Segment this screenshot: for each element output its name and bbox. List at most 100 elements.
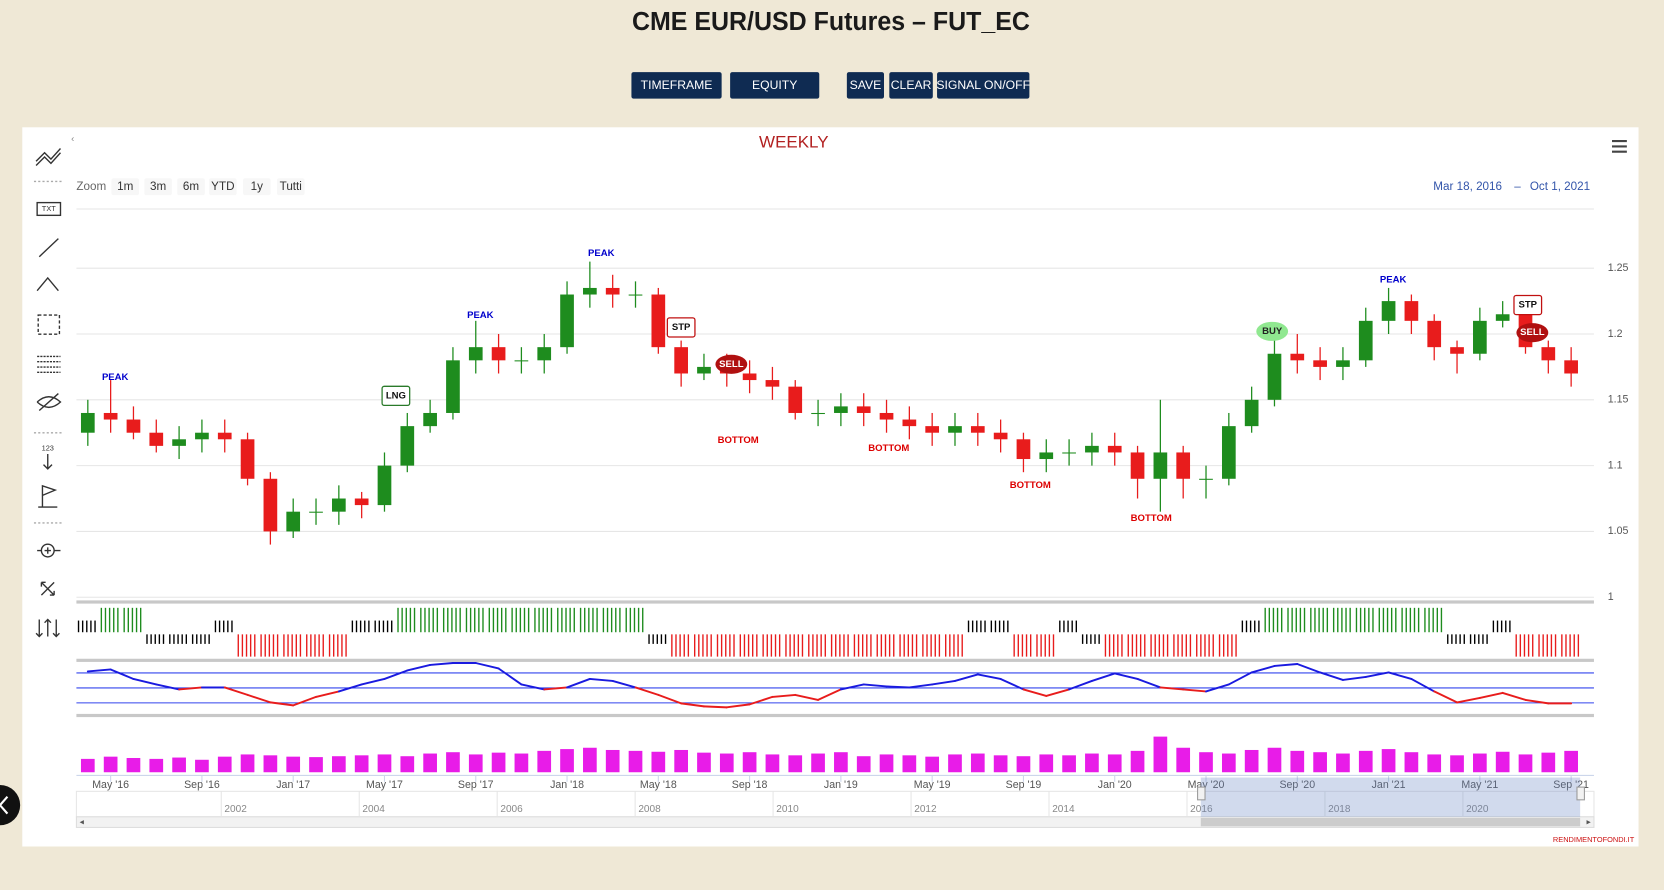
- candle-body: [1130, 452, 1145, 479]
- zoom-button[interactable]: [209, 178, 237, 196]
- annotation-label: LNG: [386, 390, 406, 401]
- signal-mark: [648, 634, 667, 644]
- zoom-button[interactable]: [111, 178, 140, 196]
- volume-bar: [240, 754, 255, 773]
- signal-mark: [397, 607, 416, 633]
- signal-mark: [1013, 634, 1032, 657]
- tool-icon[interactable]: [38, 238, 59, 258]
- signal-mark: [191, 634, 210, 644]
- oscillator-segment: [885, 685, 911, 689]
- candle-body: [1199, 478, 1213, 480]
- collapse-arrow[interactable]: ‹: [71, 133, 74, 144]
- range-to[interactable]: Oct 1, 2021: [1530, 180, 1590, 193]
- zoom-button[interactable]: [276, 178, 305, 196]
- signal-mark: [1424, 607, 1443, 633]
- signal-mark: [1538, 634, 1557, 657]
- zoom-button-label: 6m: [183, 180, 199, 193]
- navigator-handle[interactable]: [1197, 786, 1206, 801]
- signal-mark: [853, 634, 872, 657]
- signal-mark: [1469, 634, 1488, 644]
- signal-mark: [1355, 607, 1374, 633]
- candle-body: [1062, 452, 1076, 454]
- annotation-label: PEAK: [588, 248, 615, 259]
- button-label: EQUITY: [752, 78, 797, 92]
- volume-bar: [80, 758, 95, 773]
- navigator-selection[interactable]: [1200, 777, 1581, 817]
- volume-bar: [1062, 755, 1076, 773]
- oscillator-segment: [1273, 663, 1299, 667]
- volume-bar: [1450, 755, 1464, 773]
- x-tick-label: May '18: [640, 779, 677, 791]
- tool-icon[interactable]: [37, 355, 61, 374]
- x-tick-label: Sep '16: [184, 779, 220, 791]
- candle-body: [172, 439, 186, 446]
- signal-mark: [1081, 634, 1100, 644]
- button-label: TIMEFRAME: [641, 78, 713, 92]
- button[interactable]: [937, 72, 1030, 99]
- tool-icon[interactable]: [43, 454, 53, 470]
- oscillator-segment: [725, 703, 751, 709]
- zoom-button[interactable]: [177, 178, 205, 196]
- x-tick-label: Sep '18: [732, 779, 768, 791]
- tool-icon[interactable]: [36, 393, 62, 412]
- tool-icon[interactable]: [36, 276, 59, 292]
- tool-icon[interactable]: [36, 201, 62, 217]
- candle-body: [1427, 320, 1442, 348]
- candle-body: [834, 406, 848, 413]
- oscillator-segment: [1501, 691, 1527, 701]
- range-from[interactable]: Mar 18, 2016: [1433, 180, 1502, 193]
- x-tick-label: Jan '19: [824, 779, 858, 791]
- tool-icon[interactable]: [37, 314, 61, 335]
- oscillator-segment: [1068, 679, 1093, 691]
- signal-mark: [465, 607, 484, 633]
- zoom-button[interactable]: [243, 178, 271, 196]
- volume-bar: [1176, 747, 1191, 773]
- back-arrow: [0, 795, 9, 815]
- candle-body: [948, 426, 962, 433]
- candle-body: [902, 419, 917, 427]
- scroll-left[interactable]: ◂: [80, 816, 84, 826]
- tool-icon[interactable]: [40, 581, 55, 596]
- signal-mark: [922, 634, 941, 657]
- zoom-button[interactable]: [144, 178, 172, 196]
- navigator-label: 2010: [776, 804, 799, 815]
- button[interactable]: [730, 72, 820, 99]
- volume-bar: [217, 756, 232, 773]
- scroll-right[interactable]: ▸: [1587, 816, 1591, 826]
- volume-bar: [1427, 754, 1442, 773]
- volume-bar: [674, 749, 688, 773]
- candle-body: [126, 419, 141, 433]
- annotation-box: [666, 317, 696, 338]
- tool-icon[interactable]: [37, 547, 61, 554]
- oscillator-segment: [1182, 688, 1207, 693]
- scrollbar-thumb[interactable]: [1200, 817, 1581, 827]
- volume-bar: [1016, 756, 1031, 773]
- signal-mark: [602, 607, 621, 633]
- navigator[interactable]: [75, 790, 1595, 818]
- signal-mark: [1036, 634, 1055, 657]
- button[interactable]: [889, 72, 933, 99]
- annotation-box: [381, 385, 411, 407]
- menu-icon[interactable]: [1612, 140, 1627, 153]
- back-button[interactable]: [0, 784, 21, 826]
- signal-mark: [283, 634, 302, 657]
- tool-text: TXT: [42, 204, 56, 213]
- volume-bar: [172, 757, 186, 773]
- candle-body: [1336, 360, 1350, 367]
- navigator-label: 2014: [1052, 804, 1075, 815]
- scrollbar[interactable]: [75, 816, 1595, 828]
- volume-bar: [560, 749, 574, 773]
- button[interactable]: [846, 72, 884, 99]
- volume-bar: [149, 758, 164, 773]
- tool-icon[interactable]: [35, 618, 60, 638]
- oscillator-segment: [315, 690, 340, 698]
- signal-mark: [1059, 620, 1078, 633]
- button[interactable]: [631, 72, 722, 99]
- navigator-handle[interactable]: [1576, 786, 1585, 801]
- candle-body: [80, 412, 95, 433]
- volume-bar: [1244, 749, 1259, 773]
- candle-body: [1564, 360, 1578, 374]
- signal-mark: [1127, 634, 1146, 657]
- tool-icon[interactable]: [35, 148, 62, 166]
- tool-icon[interactable]: [38, 484, 58, 508]
